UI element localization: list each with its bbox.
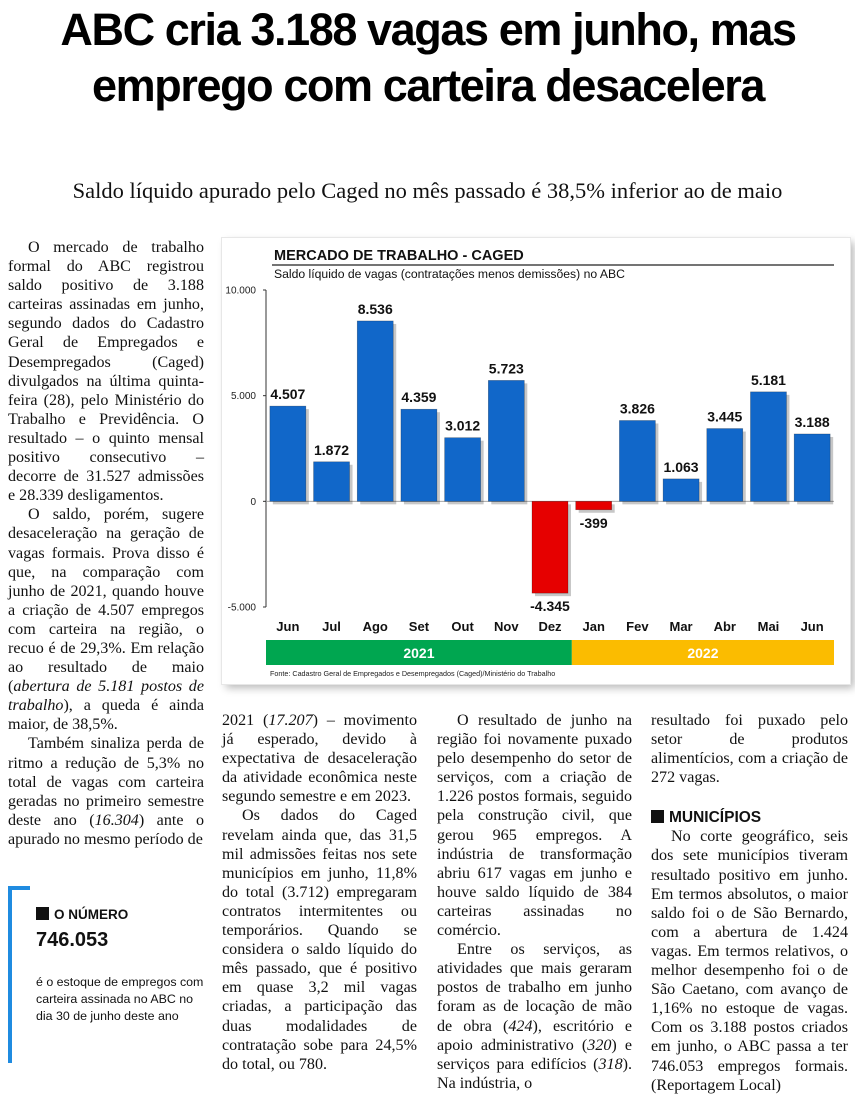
category-label: Out xyxy=(451,619,474,634)
y-tick-label: 0 xyxy=(250,497,256,508)
chart-subtitle: Saldo líquido de vagas (contratações men… xyxy=(274,267,625,281)
number-box-label: O NÚMERO xyxy=(36,907,128,922)
bar xyxy=(619,420,656,502)
article-column-2: 2021 (17.207) – movimento já esperado, d… xyxy=(222,711,417,1074)
data-label: -4.345 xyxy=(530,598,570,614)
category-label: Jul xyxy=(322,619,341,634)
paragraph: O mercado de trabalho formal do ABC regi… xyxy=(8,239,204,505)
headline: ABC cria 3.188 vagas em junho, mas empre… xyxy=(60,4,797,111)
bar xyxy=(662,478,700,502)
bar xyxy=(750,391,787,502)
category-label: Mai xyxy=(758,619,780,634)
data-label: 1.063 xyxy=(664,459,699,475)
bar xyxy=(444,437,481,502)
bar xyxy=(575,501,612,511)
paragraph: Também sinaliza perda de ritmo a redução… xyxy=(8,735,204,848)
year-label: 2022 xyxy=(687,645,718,661)
category-label: Jan xyxy=(582,619,604,634)
data-label: -399 xyxy=(580,515,608,531)
y-tick-label: -5.000 xyxy=(228,603,257,614)
bar xyxy=(400,408,438,502)
paragraph: Os dados do Caged revelam ainda que, das… xyxy=(222,807,417,1073)
data-label: 8.536 xyxy=(358,301,393,317)
bar xyxy=(313,461,350,502)
number-highlight-box: O NÚMERO 746.053 é o estoque de empregos… xyxy=(8,886,204,1063)
bar-chart: MERCADO DE TRABALHO - CAGED Saldo líquid… xyxy=(222,238,850,684)
number-box-description: é o estoque de empregos com carteira ass… xyxy=(36,975,204,1023)
chart-source: Fonte: Cadastro Geral de Empregados e De… xyxy=(270,669,555,678)
category-label: Jun xyxy=(801,619,824,634)
bar xyxy=(356,320,394,502)
category-label: Ago xyxy=(363,619,388,634)
article-column-4: resultado foi puxado pelo setor de produ… xyxy=(651,711,848,1095)
paragraph: No corte geográfico, seis dos sete munic… xyxy=(651,828,848,1094)
square-bullet-icon xyxy=(36,907,49,920)
data-label: 4.507 xyxy=(270,386,305,402)
bar xyxy=(706,428,744,502)
y-tick-label: 10.000 xyxy=(225,286,256,297)
data-label: 3.188 xyxy=(795,414,830,430)
data-label: 5.723 xyxy=(489,360,524,376)
box-accent-bar xyxy=(8,886,12,1063)
article-column-1: O mercado de trabalho formal do ABC regi… xyxy=(8,238,204,849)
section-title: MUNICÍPIOS xyxy=(651,809,848,827)
bar xyxy=(531,501,569,594)
data-label: 3.826 xyxy=(620,400,655,416)
bar xyxy=(269,405,307,502)
bar xyxy=(488,380,525,502)
category-label: Set xyxy=(409,619,430,634)
paragraph: Entre os serviços, as atividades que mai… xyxy=(437,941,632,1092)
number-box-value: 746.053 xyxy=(36,929,109,951)
category-label: Nov xyxy=(494,619,519,634)
data-label: 5.181 xyxy=(751,372,786,388)
chart-title: MERCADO DE TRABALHO - CAGED xyxy=(274,248,524,264)
category-label: Fev xyxy=(626,619,649,634)
chart-canvas: MERCADO DE TRABALHO - CAGED Saldo líquid… xyxy=(225,248,834,678)
paragraph: O resultado de junho na região foi novam… xyxy=(437,712,632,940)
bar xyxy=(793,433,831,502)
article-column-3: O resultado de junho na região foi novam… xyxy=(437,711,632,1093)
paragraph: 2021 (17.207) – movimento já esperado, d… xyxy=(222,712,417,806)
year-band xyxy=(571,640,834,665)
paragraph: O saldo, porém, sugere desaceleração na … xyxy=(8,506,204,734)
category-label: Jun xyxy=(276,619,299,634)
data-label: 3.012 xyxy=(445,418,480,434)
data-label: 4.359 xyxy=(401,389,436,405)
year-band xyxy=(266,640,572,665)
year-label: 2021 xyxy=(403,645,434,661)
data-label: 1.872 xyxy=(314,442,349,458)
box-accent-bar xyxy=(8,886,30,890)
data-label: 3.445 xyxy=(707,409,742,425)
category-label: Dez xyxy=(538,619,562,634)
category-label: Abr xyxy=(714,619,736,634)
subheadline: Saldo líquido apurado pelo Caged no mês … xyxy=(72,178,783,203)
category-label: Mar xyxy=(670,619,693,634)
square-bullet-icon xyxy=(651,810,664,824)
paragraph: resultado foi puxado pelo setor de produ… xyxy=(651,712,848,787)
y-tick-label: 5.000 xyxy=(231,391,256,402)
